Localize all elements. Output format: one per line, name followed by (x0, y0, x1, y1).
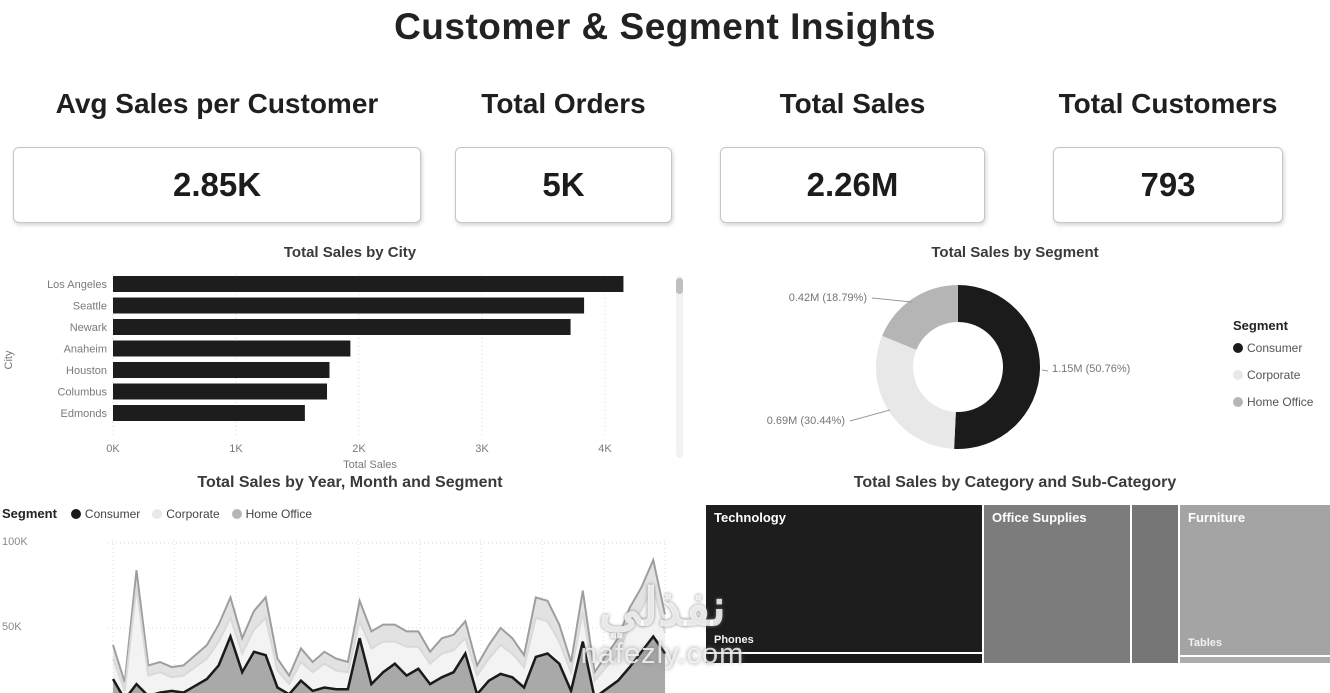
bar-chart-title: Total Sales by City (283, 244, 417, 261)
area-line-home-office (112, 556, 666, 683)
donut-chart: 1.15M (50.76%) 0.69M (30.44%) 0.42M (18.79… (767, 285, 1130, 449)
bar-seattle[interactable] (113, 297, 585, 314)
bar-category-label: Edmonds (61, 408, 108, 420)
bar-x-axis-title: Total Sales (343, 459, 397, 471)
area-line-consumer (111, 632, 667, 693)
bar-chart: 0K 1K 2K 3K 4K Los Angeles Seattle Newark Anahei… (3, 274, 624, 471)
treemap-cell-paper[interactable] (1131, 505, 1179, 663)
area-ytick-100k: 100K (2, 536, 28, 548)
donut-chart-title: Total Sales by Segment (931, 244, 1099, 261)
legend-label: Consumer (1247, 341, 1303, 355)
donut-callout-line (849, 409, 891, 422)
area-chart (108, 540, 667, 693)
legend-dot-icon (231, 508, 242, 519)
legend-label: Home Office (245, 506, 313, 521)
area-chart-title: Total Sales by Year, Month and Segment (197, 474, 503, 491)
treemap-cell-phones[interactable] (706, 505, 983, 653)
treemap-cell-tables[interactable] (1179, 505, 1330, 656)
kpi-value-total-customers: 793 (1140, 166, 1196, 203)
legend-label: Consumer (84, 506, 141, 521)
donut-slice-corporate[interactable] (876, 335, 956, 449)
page-title: Customer & Segment Insights (394, 6, 936, 47)
kpi-title-total-customers: Total Customers (1058, 88, 1278, 119)
kpi-title-total-sales: Total Sales (779, 88, 926, 119)
area-legend-item-corporate[interactable]: Corporate (152, 506, 220, 521)
bar-category-label: Seattle (73, 301, 107, 313)
area-band-consumer[interactable] (113, 636, 665, 693)
bar-x-tick-label: 1K (229, 443, 243, 455)
bar-x-tick-label: 2K (352, 443, 366, 455)
bar-x-tick-label: 3K (475, 443, 489, 455)
kpi-title-avg-sales: Avg Sales per Customer (55, 88, 379, 119)
bar-houston[interactable] (113, 362, 330, 378)
bar-chart-scrollbar-thumb[interactable] (676, 278, 683, 294)
kpi-value-total-sales: 2.26M (806, 166, 899, 203)
kpi-card-avg-sales: 2.85K (13, 147, 421, 223)
bar-columbus[interactable] (113, 383, 328, 400)
bar-chart-scrollbar[interactable] (676, 276, 683, 458)
donut-legend-item-consumer[interactable]: Consumer (1233, 341, 1313, 355)
donut-callout-line (1041, 369, 1049, 372)
kpi-card-total-orders: 5K (455, 147, 672, 223)
donut-slice-consumer[interactable] (954, 285, 1040, 449)
area-line-corporate (112, 584, 666, 692)
kpi-title-total-orders: Total Orders (481, 88, 646, 119)
treemap-cell-storage[interactable] (983, 505, 1131, 663)
bar-edmonds[interactable] (113, 405, 305, 421)
kpi-card-total-customers: 793 (1053, 147, 1283, 223)
donut-legend-item-home-office[interactable]: Home Office (1233, 395, 1313, 409)
bar-x-tick-label: 0K (106, 443, 120, 455)
donut-slice-label: 0.42M (18.79%) (789, 292, 867, 304)
donut-legend-title: Segment (1233, 318, 1288, 333)
treemap-cell-furniture-1[interactable] (1179, 656, 1330, 663)
area-legend-title: Segment (2, 506, 57, 521)
panel-sales-by-segment: Total Sales by Segment 1.15M (50.76%) 0.6… (700, 240, 1330, 485)
bar-anaheim[interactable] (113, 340, 351, 357)
legend-dot-icon (152, 508, 163, 519)
legend-label: Corporate (1247, 368, 1301, 382)
bar-category-label: Newark (70, 322, 108, 334)
treemap-title: Total Sales by Category and Sub-Category (853, 474, 1177, 491)
bar-x-tick-label: 4K (598, 443, 612, 455)
area-legend: Segment Consumer Corporate Home Office (2, 506, 312, 521)
donut-slice-label: 1.15M (50.76%) (1052, 363, 1130, 375)
legend-dot-icon (1233, 397, 1243, 407)
bar-los-angeles[interactable] (113, 276, 624, 292)
bar-newark[interactable] (113, 319, 571, 335)
legend-label: Home Office (1247, 395, 1314, 409)
legend-label: Corporate (166, 506, 220, 521)
bar-category-label: Houston (66, 365, 107, 377)
bar-category-label: Columbus (57, 387, 107, 399)
donut-callout-line (871, 297, 913, 303)
legend-dot-icon (70, 508, 81, 519)
bar-category-label: Anaheim (64, 344, 107, 356)
donut-legend-item-corporate[interactable]: Corporate (1233, 368, 1313, 382)
bar-category-label: Los Angeles (47, 279, 107, 291)
donut-legend: Segment Consumer Corporate Home Office (1233, 318, 1313, 422)
area-legend-item-home-office[interactable]: Home Office (231, 506, 313, 521)
panel-sales-by-year-month: Total Sales by Year, Month and Segment S… (0, 470, 700, 693)
legend-dot-icon (1233, 343, 1243, 353)
treemap-cell-technology-1[interactable] (706, 653, 983, 663)
kpi-value-avg-sales: 2.85K (172, 166, 262, 203)
donut-slice-label: 0.69M (30.44%) (767, 415, 845, 427)
treemap: PhonesTechnologyStoragePaperOffice Suppl… (706, 505, 1330, 663)
bar-y-axis-title: City (3, 350, 15, 369)
kpi-card-total-sales: 2.26M (720, 147, 985, 223)
panel-sales-by-city: Total Sales by City 0K 1K 2K 3K 4K Los Angele… (0, 240, 700, 475)
panel-sales-by-category: Total Sales by Category and Sub-Category… (700, 470, 1330, 693)
area-ytick-50k: 50K (2, 621, 22, 633)
donut-slice-home-office[interactable] (882, 285, 958, 350)
legend-dot-icon (1233, 370, 1243, 380)
area-legend-item-consumer[interactable]: Consumer (70, 506, 141, 521)
kpi-value-total-orders: 5K (542, 166, 585, 203)
